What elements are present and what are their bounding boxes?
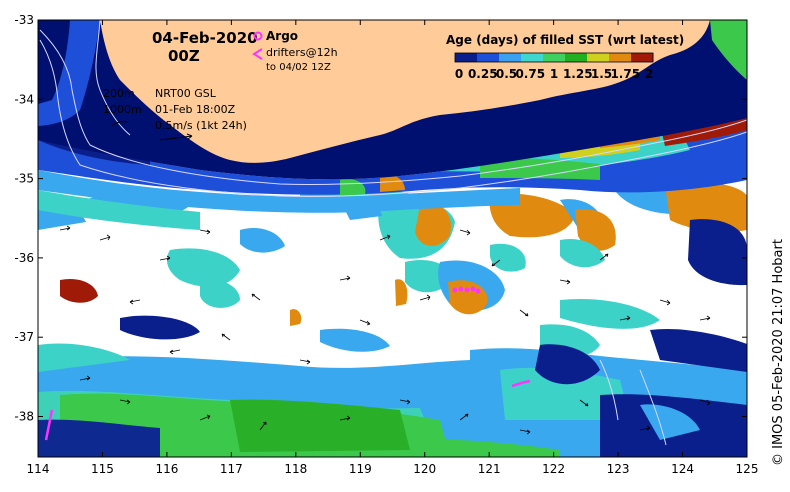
current-product: NRT00 GSL <box>155 87 217 100</box>
colorbar-tick-label: 1.5 <box>591 67 612 81</box>
colorbar-tick-label: 0.75 <box>515 67 545 81</box>
sst-south-field <box>38 298 747 457</box>
colorbar-swatches <box>455 53 654 62</box>
colorbar-swatch <box>499 53 522 62</box>
y-tick-label: -33 <box>14 13 34 27</box>
drifter-track-west <box>44 409 54 441</box>
colorbar-tick-label: 1.25 <box>563 67 593 81</box>
drifter-track-east <box>511 379 531 388</box>
colorbar-swatch <box>521 53 544 62</box>
colorbar-title: Age (days) of filled SST (wrt latest) <box>446 33 684 47</box>
colorbar-ticks: 0 0.250.50.75 1 1.251.51.75 2 <box>455 67 653 81</box>
x-tick-label: 124 <box>671 462 694 476</box>
argo-symbol-icon <box>253 31 263 41</box>
y-tick-label: -38 <box>14 410 34 424</box>
east-coast-field <box>710 20 747 80</box>
drifter-tracks <box>44 379 531 441</box>
contour-label-200m: 200m <box>103 87 135 100</box>
colorbar-swatch <box>543 53 566 62</box>
plot-area <box>38 20 747 457</box>
colorbar-swatch <box>587 53 610 62</box>
contour-legend: 200m 1000m <box>103 87 142 116</box>
argo-legend: Argo <box>253 29 298 43</box>
drifters-line2: to 04/02 12Z <box>266 62 331 73</box>
y-tick-label: -36 <box>14 251 34 265</box>
x-axis: 114 115 116 117 118 119 120 121 122 123 124 125 <box>27 20 759 476</box>
colorbar-swatch <box>609 53 632 62</box>
y-tick-label: -37 <box>14 330 34 344</box>
drifters-legend: drifters@12h to 04/02 12Z <box>252 46 338 73</box>
drifters-line1: drifters@12h <box>266 46 338 59</box>
current-vectors <box>59 225 711 435</box>
bathymetry-contours <box>39 20 747 446</box>
x-tick-label: 119 <box>349 462 372 476</box>
colorbar-tick-label: 1.75 <box>610 67 640 81</box>
x-tick-label: 116 <box>155 462 178 476</box>
colorbar-frame <box>454 52 654 63</box>
colorbar-tick-label: 0.25 <box>468 67 498 81</box>
colorbar-tick-label: 2 <box>645 67 653 81</box>
x-tick-label: 114 <box>27 462 50 476</box>
contour-label-1000m: 1000m <box>103 103 142 116</box>
colorbar-swatch <box>631 53 654 62</box>
colorbar-tick-label: 0.5 <box>496 67 517 81</box>
y-axis: -33 -34 -35 -36 -37 -38 <box>14 13 747 424</box>
y-tick-label: -34 <box>14 92 34 106</box>
colorbar-swatch <box>455 53 478 62</box>
argo-label: Argo <box>266 29 298 43</box>
x-tick-label: 121 <box>478 462 501 476</box>
contour-sample-icon <box>111 121 129 127</box>
map-hour: 00Z <box>168 47 200 65</box>
x-tick-label: 123 <box>607 462 630 476</box>
colorbar-swatch <box>565 53 588 62</box>
x-tick-label: 118 <box>284 462 307 476</box>
drifter-symbol-icon <box>252 48 263 60</box>
colorbar-tick-label: 1 <box>550 67 558 81</box>
x-tick-label: 122 <box>542 462 565 476</box>
credit-text: © IMOS 05-Feb-2020 21:07 Hobart <box>771 239 786 466</box>
y-tick-label: -35 <box>14 172 34 186</box>
current-scale: 0.5m/s (1kt 24h) <box>155 119 247 132</box>
x-tick-label: 117 <box>220 462 243 476</box>
argo-floats <box>452 286 481 294</box>
x-tick-label: 115 <box>91 462 114 476</box>
plot-frame <box>37 19 748 458</box>
x-tick-label: 125 <box>736 462 759 476</box>
current-time: 01-Feb 18:00Z <box>155 103 236 116</box>
scale-arrow-icon <box>159 133 193 141</box>
x-tick-label: 120 <box>413 462 436 476</box>
map-date: 04-Feb-2020 <box>152 29 258 47</box>
colorbar-swatch <box>477 53 500 62</box>
current-info: NRT00 GSL 01-Feb 18:00Z 0.5m/s (1kt 24h) <box>111 87 247 141</box>
colorbar-tick-label: 0 <box>455 67 463 81</box>
